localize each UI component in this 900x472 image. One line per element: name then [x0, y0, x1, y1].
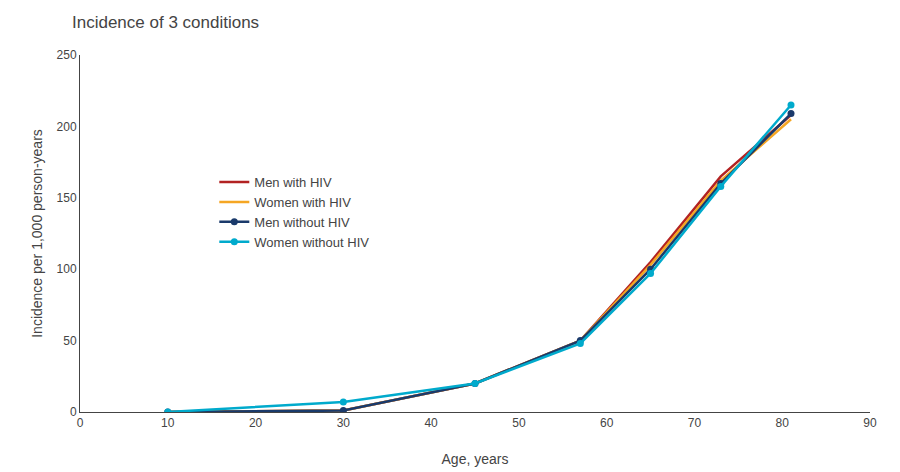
svg-text:0: 0 — [70, 405, 77, 419]
svg-text:10: 10 — [161, 416, 175, 430]
svg-text:40: 40 — [424, 416, 438, 430]
svg-text:50: 50 — [512, 416, 526, 430]
svg-text:Men with HIV: Men with HIV — [254, 175, 332, 190]
svg-text:20: 20 — [249, 416, 263, 430]
svg-text:90: 90 — [863, 416, 877, 430]
svg-text:Incidence of 3 conditions: Incidence of 3 conditions — [72, 13, 259, 32]
svg-text:150: 150 — [57, 191, 77, 205]
svg-text:100: 100 — [57, 262, 77, 276]
svg-text:0: 0 — [77, 416, 84, 430]
svg-text:80: 80 — [776, 416, 790, 430]
svg-text:Men without HIV: Men without HIV — [254, 215, 350, 230]
svg-text:Women without HIV: Women without HIV — [254, 235, 369, 250]
svg-text:70: 70 — [688, 416, 702, 430]
svg-text:Incidence per 1,000 person-yea: Incidence per 1,000 person-years — [29, 129, 45, 338]
svg-text:60: 60 — [600, 416, 614, 430]
svg-text:200: 200 — [57, 120, 77, 134]
svg-text:Women with HIV: Women with HIV — [254, 195, 351, 210]
svg-text:250: 250 — [57, 48, 77, 62]
svg-text:50: 50 — [63, 334, 77, 348]
svg-text:Age, years: Age, years — [442, 451, 509, 467]
svg-text:30: 30 — [337, 416, 351, 430]
